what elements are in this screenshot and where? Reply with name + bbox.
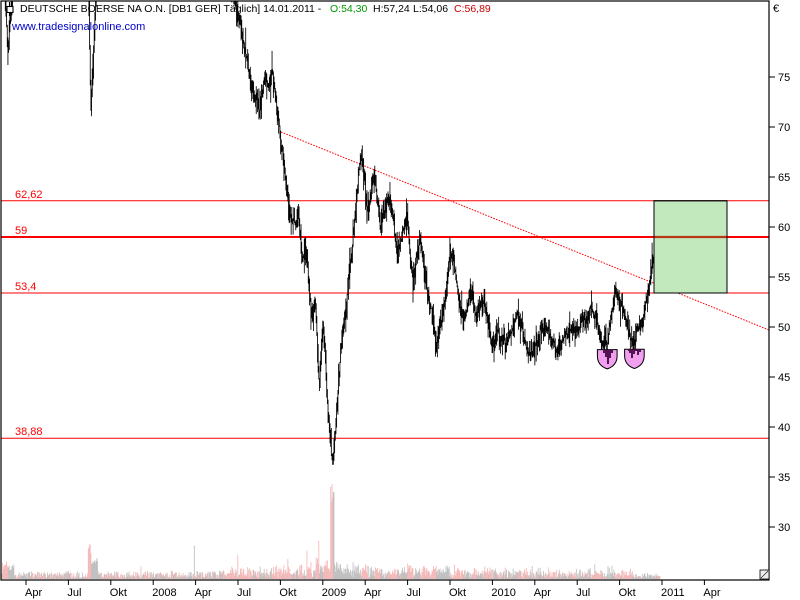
svg-text:Jul: Jul xyxy=(407,587,421,599)
svg-text:DEUTSCHE BOERSE NA O.N. [DB1 G: DEUTSCHE BOERSE NA O.N. [DB1 GER] Täglic… xyxy=(20,3,322,15)
svg-text:Jul: Jul xyxy=(237,587,251,599)
svg-text:Okt: Okt xyxy=(449,587,466,599)
svg-text:70: 70 xyxy=(778,122,790,134)
svg-text:2009: 2009 xyxy=(322,587,346,599)
svg-text:€: € xyxy=(773,3,779,15)
svg-text:30: 30 xyxy=(778,522,790,534)
svg-text:Apr: Apr xyxy=(195,587,212,599)
svg-text:40: 40 xyxy=(778,422,790,434)
svg-text:www.tradesignalonline.com: www.tradesignalonline.com xyxy=(11,21,145,33)
svg-text:65: 65 xyxy=(778,172,790,184)
svg-text:62,62: 62,62 xyxy=(15,189,43,201)
svg-text:H:57,24: H:57,24 xyxy=(373,3,410,15)
svg-text:Apr: Apr xyxy=(25,587,42,599)
svg-text:38,88: 38,88 xyxy=(15,426,43,438)
svg-text:Okt: Okt xyxy=(279,587,296,599)
svg-text:50: 50 xyxy=(778,322,790,334)
svg-text:2011: 2011 xyxy=(661,587,685,599)
svg-text:2010: 2010 xyxy=(491,587,515,599)
svg-text:Okt: Okt xyxy=(110,587,127,599)
svg-text:Jul: Jul xyxy=(576,587,590,599)
svg-text:55: 55 xyxy=(778,272,790,284)
svg-text:59: 59 xyxy=(15,225,27,237)
svg-text:Apr: Apr xyxy=(364,587,381,599)
svg-text:35: 35 xyxy=(778,472,790,484)
svg-text:2008: 2008 xyxy=(152,587,176,599)
svg-text:Jul: Jul xyxy=(67,587,81,599)
svg-text:Apr: Apr xyxy=(534,587,551,599)
svg-text:C:56,89: C:56,89 xyxy=(454,3,491,15)
svg-text:Apr: Apr xyxy=(703,587,720,599)
svg-text:L:54,06: L:54,06 xyxy=(413,3,448,15)
svg-text:60: 60 xyxy=(778,222,790,234)
svg-text:75: 75 xyxy=(778,72,790,84)
svg-text:45: 45 xyxy=(778,372,790,384)
svg-text:Okt: Okt xyxy=(619,587,636,599)
svg-text:O:54,30: O:54,30 xyxy=(330,3,368,15)
svg-text:53,4: 53,4 xyxy=(15,281,36,293)
